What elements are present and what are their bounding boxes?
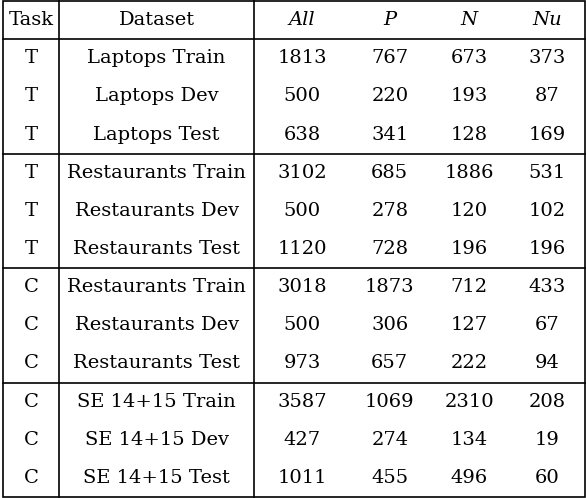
Text: 500: 500 <box>284 202 321 220</box>
Text: 1069: 1069 <box>365 392 414 411</box>
Text: SE 14+15 Train: SE 14+15 Train <box>77 392 236 411</box>
Text: 1813: 1813 <box>277 49 327 67</box>
Text: 3018: 3018 <box>277 278 327 296</box>
Text: 2310: 2310 <box>444 392 494 411</box>
Text: 1011: 1011 <box>277 469 327 487</box>
Text: T: T <box>25 125 38 143</box>
Text: All: All <box>289 11 315 29</box>
Text: 19: 19 <box>534 431 559 449</box>
Text: Nu: Nu <box>532 11 561 29</box>
Text: 373: 373 <box>528 49 565 67</box>
Text: 169: 169 <box>528 125 565 143</box>
Text: Restaurants Test: Restaurants Test <box>73 355 240 373</box>
Text: Dataset: Dataset <box>118 11 195 29</box>
Text: C: C <box>23 431 39 449</box>
Text: T: T <box>25 202 38 220</box>
Text: SE 14+15 Dev: SE 14+15 Dev <box>84 431 229 449</box>
Text: 712: 712 <box>451 278 488 296</box>
Text: 427: 427 <box>284 431 321 449</box>
Text: Laptops Test: Laptops Test <box>93 125 220 143</box>
Text: 87: 87 <box>534 87 559 106</box>
Text: 134: 134 <box>451 431 488 449</box>
Text: 341: 341 <box>371 125 408 143</box>
Text: C: C <box>23 278 39 296</box>
Text: 60: 60 <box>534 469 559 487</box>
Text: Laptops Dev: Laptops Dev <box>95 87 219 106</box>
Text: 1873: 1873 <box>365 278 414 296</box>
Text: 531: 531 <box>528 164 565 182</box>
Text: 638: 638 <box>284 125 321 143</box>
Text: 500: 500 <box>284 87 321 106</box>
Text: 128: 128 <box>451 125 488 143</box>
Text: Task: Task <box>8 11 53 29</box>
Text: 657: 657 <box>371 355 408 373</box>
Text: Restaurants Test: Restaurants Test <box>73 240 240 258</box>
Text: 728: 728 <box>371 240 408 258</box>
Text: 673: 673 <box>451 49 488 67</box>
Text: 3587: 3587 <box>277 392 327 411</box>
Text: T: T <box>25 240 38 258</box>
Text: C: C <box>23 392 39 411</box>
Text: 767: 767 <box>371 49 408 67</box>
Text: 222: 222 <box>451 355 488 373</box>
Text: 496: 496 <box>451 469 488 487</box>
Text: 685: 685 <box>371 164 408 182</box>
Text: 196: 196 <box>451 240 488 258</box>
Text: 67: 67 <box>534 316 559 334</box>
Text: T: T <box>25 164 38 182</box>
Text: Restaurants Train: Restaurants Train <box>67 164 246 182</box>
Text: T: T <box>25 87 38 106</box>
Text: 306: 306 <box>371 316 408 334</box>
Text: Restaurants Dev: Restaurants Dev <box>74 202 239 220</box>
Text: SE 14+15 Test: SE 14+15 Test <box>83 469 230 487</box>
Text: 94: 94 <box>534 355 559 373</box>
Text: T: T <box>25 49 38 67</box>
Text: 193: 193 <box>451 87 488 106</box>
Text: 127: 127 <box>451 316 488 334</box>
Text: 102: 102 <box>528 202 565 220</box>
Text: 1886: 1886 <box>444 164 494 182</box>
Text: 196: 196 <box>528 240 565 258</box>
Text: Restaurants Dev: Restaurants Dev <box>74 316 239 334</box>
Text: 455: 455 <box>371 469 408 487</box>
Text: 1120: 1120 <box>277 240 327 258</box>
Text: 433: 433 <box>528 278 565 296</box>
Text: C: C <box>23 316 39 334</box>
Text: 274: 274 <box>371 431 408 449</box>
Text: N: N <box>461 11 478 29</box>
Text: Restaurants Train: Restaurants Train <box>67 278 246 296</box>
Text: C: C <box>23 469 39 487</box>
Text: Laptops Train: Laptops Train <box>87 49 226 67</box>
Text: 220: 220 <box>371 87 408 106</box>
Text: 500: 500 <box>284 316 321 334</box>
Text: C: C <box>23 355 39 373</box>
Text: 120: 120 <box>451 202 488 220</box>
Text: 973: 973 <box>284 355 321 373</box>
Text: 278: 278 <box>371 202 408 220</box>
Text: 3102: 3102 <box>277 164 327 182</box>
Text: 208: 208 <box>528 392 565 411</box>
Text: P: P <box>383 11 396 29</box>
